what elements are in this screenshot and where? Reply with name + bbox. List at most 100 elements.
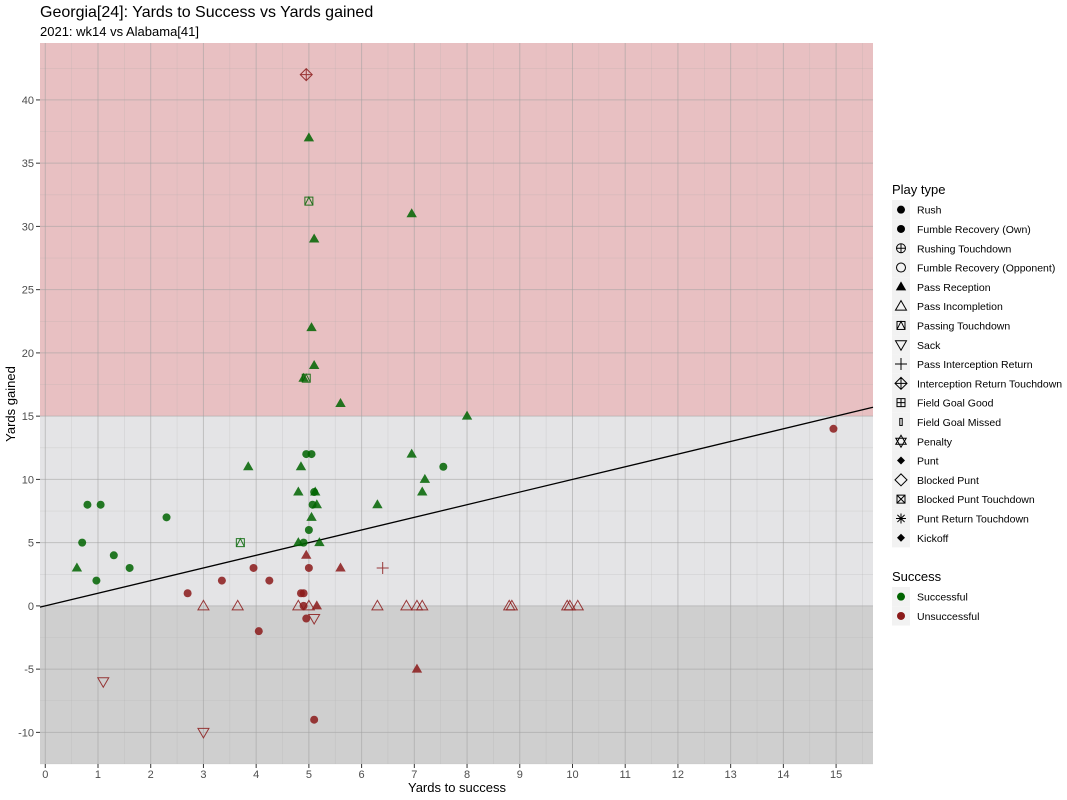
- data-point: [310, 486, 321, 496]
- data-point: [505, 599, 519, 611]
- x-tick-label: 5: [306, 769, 312, 781]
- data-point: [311, 499, 322, 509]
- data-point: [299, 601, 308, 610]
- legend-label: Penalty: [917, 436, 953, 448]
- legend-label: Unsuccessful: [917, 611, 979, 623]
- x-tick-label: 0: [42, 769, 48, 781]
- data-point: [406, 448, 417, 458]
- legend-item-play-type: Interception Return Touchdown: [892, 373, 1062, 393]
- x-axis-label: Yards to success: [408, 780, 507, 795]
- data-point: [299, 538, 308, 547]
- legend-swatch: [897, 611, 905, 620]
- x-tick-label: 10: [566, 769, 578, 781]
- data-point: [829, 424, 838, 433]
- legend-item-play-type: Pass Interception Return: [892, 354, 1033, 374]
- data-point: [400, 599, 413, 611]
- legend-label: Fumble Recovery (Opponent): [917, 263, 1055, 275]
- data-point: [254, 627, 263, 636]
- data-point: [96, 677, 110, 689]
- data-point: [303, 132, 315, 142]
- legend-key: [892, 315, 910, 336]
- data-point: [96, 500, 105, 509]
- legend-item-play-type: Field Goal Missed: [892, 412, 1001, 432]
- y-tick-label: 10: [22, 474, 34, 486]
- data-point: [235, 537, 245, 548]
- data-point: [461, 410, 473, 420]
- data-point: [295, 461, 307, 471]
- legend-item-play-type: Field Goal Good: [892, 393, 994, 413]
- data-point: [301, 373, 311, 383]
- legend-label: Kickoff: [917, 533, 948, 545]
- x-tick-label: 12: [672, 769, 684, 781]
- legend-label: Blocked Punt Touchdown: [917, 494, 1035, 506]
- legend-label: Successful: [917, 592, 968, 604]
- x-tick-label: 4: [253, 769, 259, 781]
- legend-swatch: [897, 592, 905, 601]
- legend-label: Field Goal Good: [917, 398, 994, 410]
- legend-label: Field Goal Missed: [917, 417, 1001, 429]
- data-point: [243, 461, 254, 471]
- legend-item-play-type: Fumble Recovery (Own): [892, 219, 1031, 239]
- data-point: [265, 576, 274, 585]
- legend-key: [892, 335, 910, 355]
- data-point: [310, 715, 319, 724]
- data-point: [92, 576, 101, 585]
- data-point: [299, 67, 313, 82]
- chart-title: Georgia[24]: Yards to Success vs Yards g…: [40, 4, 374, 21]
- y-tick-label: -5: [24, 664, 34, 676]
- reference-line: [39, 406, 874, 608]
- legend-item-success: Successful: [892, 587, 968, 607]
- data-point: [162, 513, 171, 522]
- data-point: [335, 398, 346, 407]
- legend-item-play-type: Kickoff: [892, 528, 948, 548]
- legend-item-play-type: Rushing Touchdown: [892, 238, 1012, 258]
- x-tick-label: 13: [725, 769, 737, 781]
- data-point: [571, 599, 585, 611]
- x-tick-label: 7: [411, 769, 417, 781]
- data-point: [306, 511, 317, 521]
- data-point: [411, 663, 423, 673]
- x-tick-label: 8: [464, 769, 470, 781]
- legend-label: Interception Return Touchdown: [917, 378, 1062, 390]
- data-points: [71, 67, 838, 739]
- y-tick-label: 20: [22, 348, 34, 360]
- y-tick-label: 30: [22, 221, 34, 233]
- legend-key: [892, 296, 910, 316]
- data-point: [417, 486, 428, 496]
- x-tick-label: 11: [619, 769, 630, 781]
- data-point: [71, 562, 83, 572]
- x-tick-label: 15: [830, 769, 842, 781]
- background-region: [40, 605, 873, 764]
- legend-label: Sack: [917, 340, 941, 352]
- y-tick-label: 0: [28, 601, 34, 613]
- data-point: [308, 233, 320, 243]
- legend-item-play-type: Penalty: [892, 431, 953, 451]
- data-point: [307, 614, 321, 626]
- legend: Play type Rush Fumble Recovery (Own) Rushin…: [892, 182, 1062, 626]
- data-point: [563, 599, 577, 611]
- y-axis-label: Yards gained: [3, 366, 18, 442]
- legend-label: Rush: [917, 205, 942, 217]
- data-point: [217, 576, 226, 585]
- data-point: [311, 600, 322, 610]
- data-point: [371, 599, 384, 611]
- x-tick-label: 2: [148, 769, 154, 781]
- data-point: [415, 599, 429, 611]
- data-point: [406, 208, 417, 218]
- legend-title-success: Success: [892, 569, 942, 584]
- data-point: [308, 360, 320, 370]
- legend-key: [892, 257, 910, 278]
- data-point: [78, 538, 87, 547]
- legend-key: [892, 412, 910, 432]
- data-point: [439, 462, 448, 471]
- legend-key: [892, 470, 910, 490]
- legend-item-play-type: Sack: [892, 335, 941, 355]
- legend-item-play-type: Blocked Punt: [892, 470, 979, 490]
- data-point: [304, 525, 313, 534]
- data-point: [419, 473, 431, 483]
- legend-label: Pass Interception Return: [917, 359, 1033, 371]
- background-region: [40, 43, 873, 417]
- data-point: [293, 486, 304, 496]
- legend-title-play-type: Play type: [892, 182, 945, 197]
